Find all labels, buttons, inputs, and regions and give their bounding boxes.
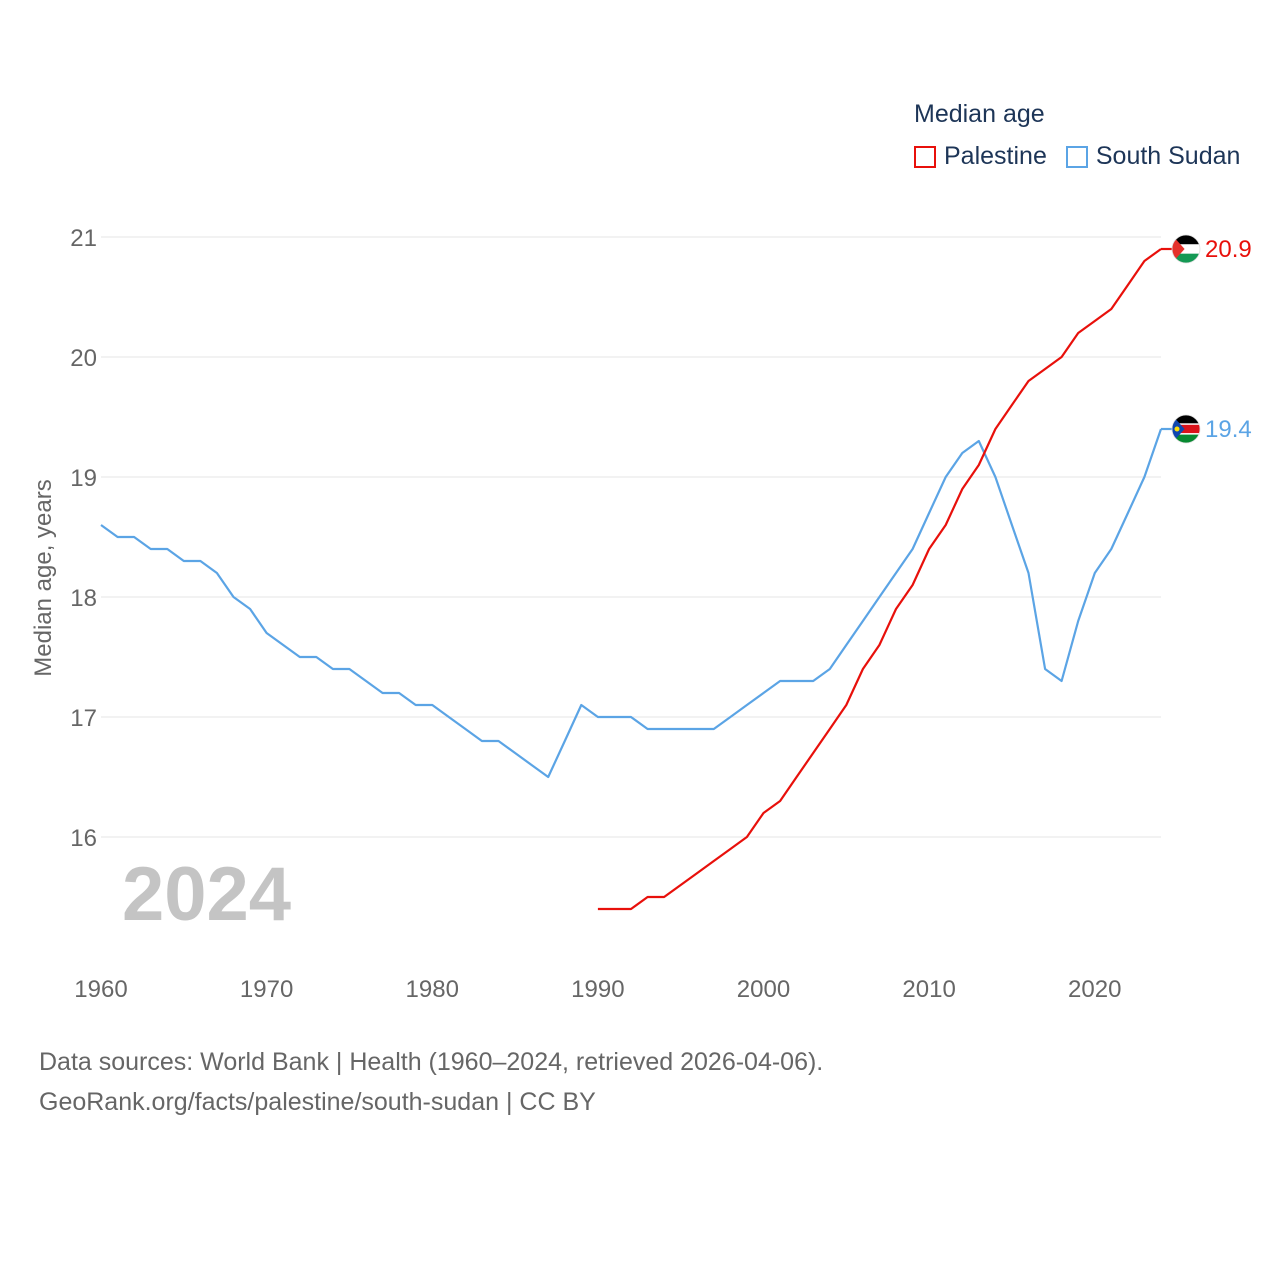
source-link[interactable]: GeoRank.org/facts/palestine/south-sudan … — [39, 1088, 596, 1116]
legend-swatch-palestine — [914, 145, 936, 168]
year-watermark: 2024 — [122, 852, 291, 937]
y-tick-label-18: 18 — [70, 585, 97, 612]
y-axis: 16 17 18 19 20 21 — [70, 225, 97, 852]
legend-title: Median age — [914, 100, 1045, 128]
footer: Data sources: World Bank | Health (1960–… — [39, 1042, 823, 1122]
y-axis-label: Median age, years — [30, 479, 57, 676]
legend: Palestine South Sudan — [914, 142, 1259, 171]
y-tick-label-17: 17 — [70, 705, 97, 732]
legend-swatch-south-sudan — [1065, 145, 1088, 168]
x-tick-label-2000: 2000 — [737, 976, 790, 1003]
series-line-south-sudan — [100, 428, 1163, 779]
y-tick-label-19: 19 — [70, 465, 97, 492]
y-tick-label-20: 20 — [70, 345, 97, 372]
series — [100, 248, 1163, 911]
series-line-palestine — [597, 248, 1162, 911]
south-sudan-flag-icon — [1171, 414, 1201, 444]
x-tick-label-2020: 2020 — [1068, 976, 1121, 1003]
data-sources-text: Data sources: World Bank | Health (1960–… — [39, 1048, 824, 1076]
legend-item-south-sudan[interactable]: South Sudan — [1065, 142, 1241, 171]
x-tick-label-1960: 1960 — [74, 976, 127, 1003]
end-label-south-sudan: 19.4 — [1205, 416, 1252, 443]
legend-label-south-sudan: South Sudan — [1095, 142, 1241, 170]
line-chart: 16 17 18 19 20 21 1960 1970 1980 1990 2000 2010 202… — [30, 225, 1252, 1003]
palestine-flag-icon — [1171, 234, 1201, 264]
end-labels: 20.9 19.4 — [1161, 234, 1252, 444]
x-axis: 1960 1970 1980 1990 2000 2010 2020 — [74, 976, 1121, 1003]
y-tick-label-16: 16 — [70, 825, 97, 852]
grid — [101, 236, 1161, 838]
x-tick-label-2010: 2010 — [902, 976, 955, 1003]
y-tick-label-21: 21 — [70, 225, 97, 252]
x-tick-label-1980: 1980 — [406, 976, 459, 1003]
legend-label-palestine: Palestine — [944, 142, 1047, 170]
x-tick-label-1970: 1970 — [240, 976, 293, 1003]
end-label-palestine: 20.9 — [1205, 236, 1252, 263]
legend-item-palestine[interactable]: Palestine — [914, 142, 1047, 171]
x-tick-label-1990: 1990 — [571, 976, 624, 1003]
